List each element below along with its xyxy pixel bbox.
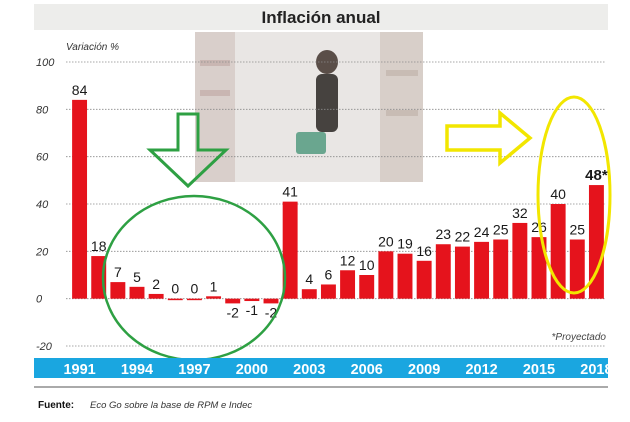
x-tick-label: 2015	[523, 362, 555, 378]
value-label-2011: 22	[455, 229, 471, 245]
title-band	[34, 4, 608, 30]
x-tick-label: 2003	[293, 362, 325, 378]
bar-2013	[493, 239, 509, 299]
bar-2006	[359, 275, 375, 299]
projected-note: *Proyectado	[552, 332, 607, 343]
value-label-1997: 0	[191, 281, 199, 297]
value-label-2009: 16	[416, 243, 432, 259]
value-label-1995: 2	[152, 276, 160, 292]
value-label-2004: 6	[325, 266, 333, 282]
bar-2009	[416, 260, 432, 299]
bar-1995	[148, 293, 164, 299]
x-tick-label: 1997	[178, 362, 210, 378]
bar-2004	[320, 284, 336, 299]
x-axis-band	[34, 358, 608, 378]
green-down-arrow-icon	[146, 112, 230, 189]
y-tick-label: 20	[35, 246, 49, 258]
bar-1997	[186, 298, 202, 301]
green-circle-annotation	[101, 194, 287, 362]
y-tick-label: 40	[36, 199, 49, 211]
bar-1998	[206, 296, 222, 299]
value-label-2007: 20	[378, 233, 394, 249]
value-label-1991: 84	[72, 82, 88, 98]
bar-1996	[167, 298, 183, 301]
bar-1994	[129, 286, 145, 299]
bar-2002	[282, 201, 298, 299]
source-label: Fuente:	[38, 400, 74, 411]
bar-2015	[531, 237, 547, 299]
value-label-1992: 18	[91, 238, 107, 254]
bar-2014	[512, 222, 528, 299]
x-tick-label: 2009	[408, 362, 440, 378]
value-label-1999: -2	[226, 304, 239, 320]
bar-2017	[569, 239, 585, 299]
bar-2010	[435, 244, 451, 299]
bar-2005	[340, 270, 356, 299]
bar-1993	[110, 282, 126, 299]
y-tick-label: 60	[36, 152, 49, 164]
value-label-2008: 19	[397, 236, 413, 252]
y-tick-label: 80	[36, 104, 49, 116]
bar-2012	[474, 241, 490, 299]
value-label-1994: 5	[133, 269, 141, 285]
value-label-2010: 23	[435, 226, 451, 242]
value-label-2014: 32	[512, 205, 528, 221]
value-label-2002: 41	[282, 184, 298, 200]
value-label-2000: -1	[246, 302, 259, 318]
x-tick-label: 2018	[580, 362, 612, 378]
x-tick-label: 2012	[465, 362, 497, 378]
y-axis-label: Variación %	[66, 42, 119, 53]
x-tick-label: 2006	[351, 362, 383, 378]
x-tick-label: 1991	[63, 362, 95, 378]
bar-2008	[397, 253, 413, 299]
bar-2000	[244, 298, 260, 302]
x-tick-label: 1994	[121, 362, 153, 378]
value-label-1993: 7	[114, 264, 122, 280]
bar-2007	[378, 251, 394, 299]
value-label-2018: 48*	[585, 167, 608, 184]
value-label-2016: 40	[550, 186, 566, 202]
x-tick-label: 2000	[236, 362, 268, 378]
value-label-2013: 25	[493, 222, 509, 238]
bar-1991	[72, 99, 88, 299]
bar-2001	[263, 298, 279, 304]
x-axis-ticks: 1991 1994 1997 2000 2003 2006 2009 2012 2015 2018	[63, 362, 612, 378]
y-tick-label: 100	[36, 57, 55, 69]
value-label-1996: 0	[171, 281, 179, 297]
bars	[72, 99, 604, 304]
bar-2018	[588, 185, 604, 299]
source-text: Eco Go sobre la base de RPM e Indec	[90, 400, 252, 411]
bar-2003	[301, 289, 317, 299]
supermarket-photo	[195, 32, 423, 182]
bar-1999	[225, 298, 241, 304]
yellow-ellipse-annotation	[536, 95, 612, 295]
chart-title: Inflación anual	[261, 8, 380, 27]
value-label-2003: 4	[305, 271, 313, 287]
y-axis-ticks: 100 80 60 40 20 0 -20	[35, 57, 55, 353]
bar-2011	[454, 246, 470, 299]
value-label-1998: 1	[210, 278, 218, 294]
y-tick-label: -20	[36, 341, 53, 353]
y-tick-label: 0	[36, 294, 43, 306]
yellow-right-arrow-icon	[445, 109, 533, 167]
value-label-2006: 10	[359, 257, 375, 273]
value-label-2005: 12	[340, 252, 356, 268]
value-label-2017: 25	[569, 222, 585, 238]
value-label-2012: 24	[474, 224, 490, 240]
